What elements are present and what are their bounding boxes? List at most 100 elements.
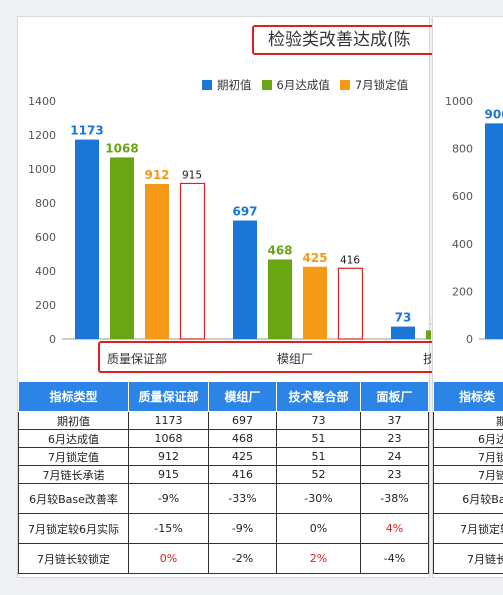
bar-1-1 — [268, 259, 292, 339]
data-label: 73 — [395, 311, 412, 325]
row-label: 7月锁定值 — [18, 447, 129, 466]
bar-0-2 — [145, 183, 169, 339]
data-label: 416 — [340, 254, 360, 266]
table-cell: 37 — [360, 411, 429, 430]
row-label: 7月锁定较6 — [433, 513, 503, 544]
table-header-1: 质量保证部 — [128, 381, 209, 412]
row-label: 6月较Base — [433, 483, 503, 514]
x-tick-label: 质量保证部 — [107, 351, 167, 366]
chart-panel-secondary: 0 200 400 600 800 1000 906 指标类期初6月达成7月锁定7月链长6月… — [432, 16, 503, 578]
table-header-0: 指标类型 — [18, 381, 129, 412]
legend-label: 期初值 — [217, 78, 252, 92]
row-label: 6月达成 — [433, 429, 503, 448]
row-label: 7月链长较锁定 — [18, 543, 129, 574]
y-tick-label: 400 — [452, 238, 473, 251]
row-label: 7月锁定较6月实际 — [18, 513, 129, 544]
y-tick-label: 800 — [35, 197, 56, 210]
table-row: 7月锁定 — [433, 447, 503, 466]
table-cell: 1068 — [128, 429, 209, 448]
bar-2-0 — [391, 326, 415, 339]
row-label: 7月链长承诺 — [18, 465, 129, 484]
bar-0-3 — [179, 182, 206, 340]
table-header-0: 指标类 — [433, 381, 503, 412]
table-cell: -38% — [360, 483, 429, 514]
table-cell: 2% — [276, 543, 361, 574]
data-label: 1173 — [70, 124, 103, 138]
table-cell: -15% — [128, 513, 209, 544]
bar-1-3 — [337, 267, 364, 340]
row-label: 期初 — [433, 411, 503, 430]
table-cell: 1173 — [128, 411, 209, 430]
table-row: 期初值 1173 697 73 37 — [18, 411, 429, 430]
table-row: 6月较Base — [433, 483, 503, 514]
table-header-4: 面板厂 — [360, 381, 429, 412]
y-tick-label: 0 — [49, 333, 56, 346]
table-cell: -2% — [208, 543, 277, 574]
table-row: 7月锁定较6 — [433, 513, 503, 544]
table-cell: 51 — [276, 429, 361, 448]
y-tick-label: 1200 — [28, 129, 56, 142]
y-tick-label: 400 — [35, 265, 56, 278]
chart-panel-inspection: 0 200 400 600 800 1000 1200 1400 1173 1068 912 915 质… — [17, 16, 450, 578]
y-tick-label: 200 — [35, 299, 56, 312]
table-row: 期初 — [433, 411, 503, 430]
legend-label: 7月锁定值 — [354, 78, 409, 92]
bar-chart-secondary: 0 200 400 600 800 1000 906 — [445, 95, 503, 346]
bar-0-0 — [75, 139, 99, 339]
legend-swatch — [261, 80, 272, 90]
row-label: 7月链长 — [433, 465, 503, 484]
legend-label: 6月达成值 — [276, 78, 330, 92]
table-row: 7月链长较 — [433, 543, 503, 574]
table-cell: 915 — [128, 465, 209, 484]
y-tick-label: 200 — [452, 285, 473, 298]
table-row: 7月锁定值 912 425 51 24 — [18, 447, 429, 466]
table-row: 6月达成值 1068 468 51 23 — [18, 429, 429, 448]
y-tick-label: 1000 — [28, 163, 56, 176]
data-label: 425 — [302, 251, 327, 265]
legend-swatch — [202, 80, 212, 90]
table-cell: 468 — [208, 429, 277, 448]
data-label: 468 — [267, 243, 292, 257]
table-cell: -33% — [208, 483, 277, 514]
bar-0-1 — [110, 157, 134, 339]
table-cell: 697 — [208, 411, 277, 430]
data-label: 51 — [430, 314, 431, 328]
y-tick-label: 800 — [452, 143, 473, 156]
table-cell: 52 — [276, 465, 361, 484]
table-cell: 425 — [208, 447, 277, 466]
y-tick-label: 600 — [452, 190, 473, 203]
table-cell: 24 — [360, 447, 429, 466]
table-row: 6月达成 — [433, 429, 503, 448]
metrics-table: 指标类型 质量保证部 模组厂 技术整合部 面板厂 期初值 1173 697 73 37 6月达成值 1… — [18, 381, 429, 574]
row-label: 7月锁定 — [433, 447, 503, 466]
table-cell: 23 — [360, 429, 429, 448]
legend-item-2[interactable]: 7月锁定值 — [339, 77, 409, 93]
table-cell: -9% — [208, 513, 277, 544]
bar-1-0 — [233, 220, 257, 339]
bar-2-1 — [426, 330, 431, 339]
data-label: 912 — [144, 168, 169, 182]
table-row: 7月链长较锁定 0% -2% 2% -4% — [18, 543, 429, 574]
table-cell: 912 — [128, 447, 209, 466]
bar-0-0 — [485, 123, 503, 339]
chart-title-box: 检验类改善达成(陈 — [252, 25, 444, 55]
bar-1-2 — [303, 266, 327, 339]
table-cell: 51 — [276, 447, 361, 466]
row-label: 期初值 — [18, 411, 129, 430]
chart-title: 检验类改善达成(陈 — [268, 30, 411, 50]
y-tick-label: 0 — [466, 333, 473, 346]
legend-item-1[interactable]: 6月达成值 — [261, 77, 330, 93]
y-tick-label: 1400 — [28, 95, 56, 108]
data-label: 906 — [484, 107, 503, 121]
legend-swatch — [339, 80, 350, 90]
table-cell: -4% — [360, 543, 429, 574]
data-label: 1068 — [105, 141, 138, 155]
legend-item-0[interactable]: 期初值 — [202, 77, 252, 93]
table-cell: 0% — [276, 513, 361, 544]
table-cell: 73 — [276, 411, 361, 430]
x-tick-label: 模组厂 — [277, 352, 313, 366]
table-header-3: 技术整合部 — [276, 381, 361, 412]
data-label: 915 — [182, 169, 202, 181]
row-label: 7月链长较 — [433, 543, 503, 574]
